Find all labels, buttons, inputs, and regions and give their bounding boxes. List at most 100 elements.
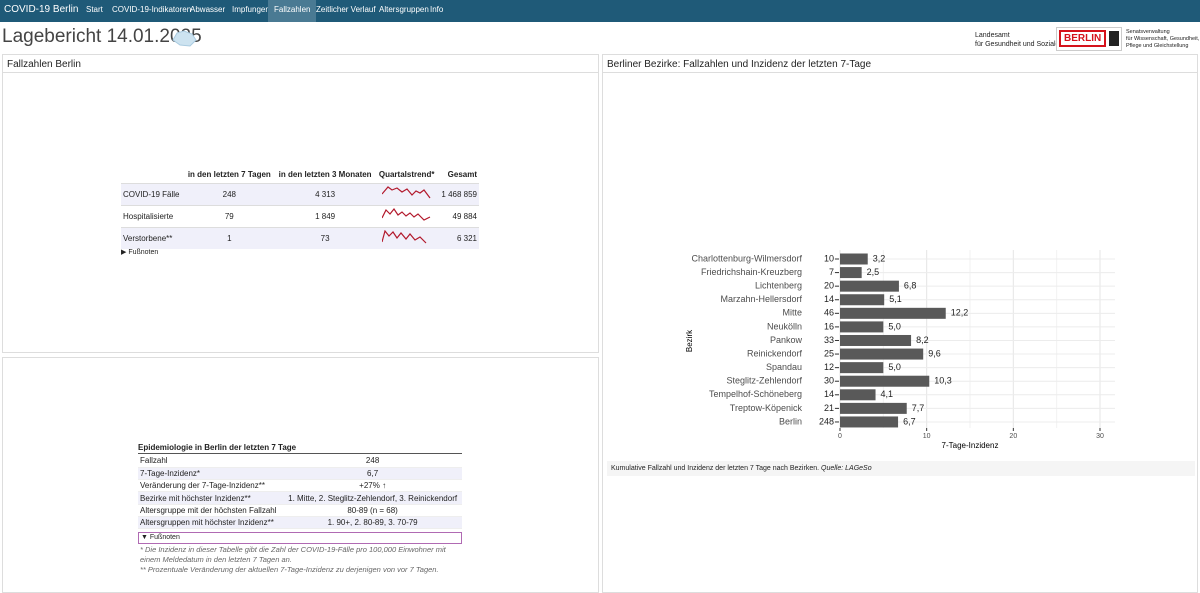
count-label: 12 (824, 362, 834, 372)
panel-epidemiologie: Epidemiologie in Berlin der letzten 7 Ta… (2, 357, 599, 593)
panel-title: Berliner Bezirke: Fallzahlen und Inziden… (607, 59, 872, 70)
nav-item[interactable]: Fallzahlen (268, 0, 317, 22)
berlin-map-icon (172, 30, 197, 47)
value-label: 2,5 (867, 267, 880, 277)
nav-item[interactable]: Altersgruppen (379, 5, 429, 14)
caption: Kumulative Fallzahl und Inzidenz der let… (607, 461, 1195, 476)
footnote-toggle[interactable]: ▶ Fußnoten (121, 249, 159, 256)
bar (840, 334, 912, 346)
table-cell: +27% ↑ (359, 481, 387, 491)
count-label: 14 (824, 389, 834, 399)
bar (840, 362, 884, 374)
y-axis-label: Bezirk (685, 329, 694, 352)
y-tick-label: Marzahn-Hellersdorf (720, 294, 802, 304)
count-label: 14 (824, 294, 834, 304)
y-tick-label: Berlin (779, 416, 802, 426)
table-row: Bezirke mit höchster Inzidenz** 1. Mitte,… (138, 491, 462, 505)
table-cell: 79 (224, 211, 234, 221)
table-cell: 4 313 (315, 189, 336, 199)
header-cell: in den letzten 3 Monaten (278, 170, 372, 180)
table-cell: Verstorbene** (123, 233, 173, 243)
epi-table: Fallzahl 248 7-Tage-Inzidenz* 6,7 Veränderun… (138, 455, 462, 529)
bar (840, 375, 930, 387)
y-tick-label: Lichtenberg (755, 281, 802, 291)
table-row: 7-Tage-Inzidenz* 6,7 (138, 467, 462, 480)
y-tick-label: Tempelhof-Schöneberg (709, 389, 802, 399)
value-label: 12,2 (951, 308, 969, 318)
logo-right: Senatsverwaltung für Wissenschaft, Gesun… (1126, 29, 1199, 50)
sparkline (381, 207, 430, 221)
table-cell: COVID-19 Fälle (123, 189, 180, 199)
trend-cell (376, 183, 438, 205)
table-cell: 1. 90+, 2. 80-89, 3. 70-79 (327, 518, 418, 528)
trend-cell (376, 205, 438, 227)
nav-item[interactable]: Impfungen (232, 5, 270, 14)
count-label: 33 (824, 335, 834, 345)
table-row: Fallzahl 248 (138, 455, 462, 468)
count-label: 248 (819, 416, 834, 426)
fallzahlen-table: in den letzten 7 Tagen in den letzten 3 M… (121, 167, 479, 249)
table-cell: Altersgruppe mit der höchsten Fallzahl (140, 505, 277, 515)
table-row: Verstorbene** 1 73 6 321 (121, 227, 479, 249)
footnote-toggle[interactable]: ▼ Fußnoten (138, 532, 462, 544)
sparkline (381, 229, 427, 244)
table-cell: 1 468 859 (441, 189, 477, 199)
table-cell: 6 321 (456, 233, 477, 243)
page-title: Lagebericht 14.01.2025 (2, 26, 202, 47)
x-tick-label: 0 (838, 433, 842, 440)
count-label: 20 (824, 281, 834, 291)
value-label: 6,8 (904, 281, 917, 291)
brand[interactable]: COVID-19 Berlin (4, 4, 79, 15)
nav-item[interactable]: Zeitlicher Verlauf (316, 5, 376, 14)
sparkline-path (381, 207, 430, 221)
y-tick-label: Friedrichshain-Kreuzberg (701, 267, 802, 277)
bear-icon (1109, 31, 1119, 46)
header-cell: Quartalstrend* (378, 170, 435, 180)
y-tick-label: Steglitz-Zehlendorf (726, 376, 802, 386)
table-cell: Fallzahl (140, 456, 168, 466)
header-cell (121, 167, 184, 183)
x-tick-label: 10 (923, 433, 931, 440)
table-row: Veränderung der 7-Tage-Inzidenz** +27% ↑ (138, 479, 462, 492)
bar (840, 348, 924, 360)
sparkline-path (381, 185, 431, 198)
bar (840, 416, 899, 428)
value-label: 3,2 (873, 253, 886, 263)
bar (840, 321, 884, 333)
x-axis-label: 7-Tage-Inzidenz (942, 441, 999, 450)
nav-item[interactable]: Info (430, 5, 444, 14)
table-cell: 6,7 (367, 468, 379, 478)
header-row: in den letzten 7 Tagen in den letzten 3 M… (121, 167, 479, 183)
nav-item[interactable]: Abwasser (190, 5, 226, 14)
value-label: 5,0 (888, 321, 901, 331)
count-label: 16 (824, 321, 834, 331)
y-tick-label: Treptow-Köpenick (730, 403, 803, 413)
caption-source: Quelle: LAGeSo (821, 465, 872, 472)
count-label: 30 (824, 376, 834, 386)
bar (840, 253, 868, 265)
nav-item[interactable]: Start (86, 5, 103, 14)
count-label: 46 (824, 308, 834, 318)
count-label: 21 (824, 403, 834, 413)
nav-item[interactable]: COVID-19-Indikatoren (112, 5, 192, 14)
table-cell: Bezirke mit höchster Inzidenz** (140, 493, 251, 503)
header-cell: in den letzten 7 Tagen (187, 170, 271, 180)
count-label: 10 (824, 253, 834, 263)
logo-text: Pflege und Gleichstellung (1126, 43, 1189, 49)
y-tick-label: Charlottenburg-Wilmersdorf (691, 253, 802, 263)
table-cell: 7-Tage-Inzidenz* (140, 468, 201, 478)
logo-text: Senatsverwaltung (1126, 29, 1170, 35)
navbar: COVID-19 Berlin Start COVID-19-Indikatore… (0, 0, 1200, 22)
value-label: 8,2 (916, 335, 929, 345)
count-label: 7 (829, 267, 834, 277)
logo-left: Landesamt für Gesundheit und Soziales (975, 31, 1063, 49)
table-cell: 1 (227, 233, 232, 243)
x-tick-label: 20 (1009, 433, 1017, 440)
table-row: Hospitalisierte 79 1 849 49 884 (121, 205, 479, 227)
logo-mark: BERLIN (1059, 30, 1107, 47)
sparkline-path (381, 229, 427, 244)
y-tick-label: Pankow (770, 335, 803, 345)
value-label: 7,7 (912, 403, 925, 413)
value-label: 5,0 (888, 362, 901, 372)
